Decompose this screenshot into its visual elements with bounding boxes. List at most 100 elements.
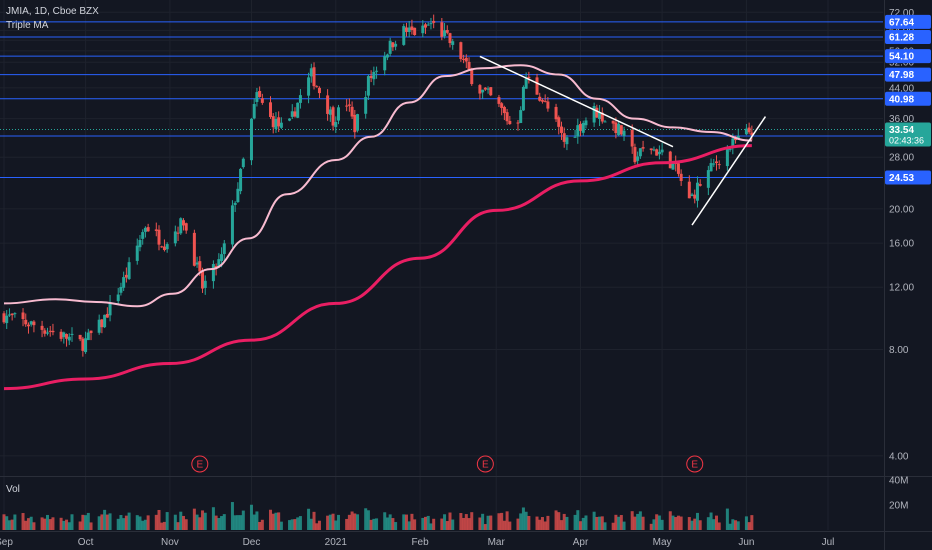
volume-bar bbox=[279, 521, 283, 530]
candle-body bbox=[652, 149, 656, 151]
candle-body bbox=[557, 117, 561, 127]
volume-bar bbox=[483, 524, 487, 530]
earnings-marker[interactable] bbox=[191, 455, 209, 473]
candle-body bbox=[617, 123, 621, 136]
volume-bar bbox=[747, 522, 751, 530]
candle-body bbox=[451, 41, 455, 45]
y-tick-label: 12.00 bbox=[889, 283, 914, 294]
volume-bar bbox=[271, 513, 275, 530]
candle-body bbox=[32, 321, 36, 326]
volume-bar bbox=[241, 510, 245, 530]
volume-bar bbox=[557, 512, 561, 530]
volume-bar bbox=[43, 518, 47, 530]
candle-body bbox=[43, 330, 47, 334]
candle-body bbox=[195, 262, 199, 265]
volume-bar bbox=[86, 512, 90, 530]
candle-body bbox=[277, 117, 281, 127]
earnings-marker-label: E bbox=[691, 460, 698, 471]
candle-body bbox=[459, 42, 463, 59]
x-tick-label: May bbox=[653, 537, 672, 548]
volume-bar bbox=[255, 511, 259, 530]
volume-bar bbox=[298, 516, 302, 530]
trendline[interactable] bbox=[691, 116, 767, 226]
candle-body bbox=[5, 315, 9, 324]
volume-bar bbox=[201, 510, 205, 530]
volume-bar bbox=[214, 515, 218, 530]
volume-bar bbox=[217, 517, 221, 530]
volume-bar bbox=[540, 517, 544, 530]
volume-bar bbox=[695, 512, 699, 530]
candle-body bbox=[715, 161, 719, 164]
volume-bar bbox=[426, 515, 430, 530]
x-tick-label: Apr bbox=[573, 537, 589, 548]
candle-body bbox=[100, 319, 104, 328]
candle-body bbox=[712, 163, 716, 165]
volume-bar bbox=[89, 522, 93, 530]
volume-bar bbox=[731, 519, 735, 530]
volume-bar bbox=[347, 514, 351, 530]
volume-bar bbox=[353, 513, 357, 530]
volume-bar bbox=[619, 515, 623, 530]
candle-body bbox=[709, 163, 713, 172]
earnings-marker[interactable] bbox=[686, 455, 704, 473]
y-tick-label: 8.00 bbox=[889, 345, 909, 356]
volume-bar bbox=[326, 515, 330, 530]
volume-bar bbox=[312, 511, 316, 530]
candle-body bbox=[538, 96, 542, 101]
volume-bar bbox=[407, 521, 411, 530]
candle-body bbox=[369, 75, 373, 79]
volume-bar bbox=[385, 517, 389, 530]
volume-bar bbox=[176, 522, 180, 530]
volume-bar bbox=[410, 513, 414, 530]
volume-bar bbox=[734, 520, 738, 530]
volume-bar bbox=[546, 515, 550, 530]
volume-bar bbox=[413, 519, 417, 530]
candle-body bbox=[462, 58, 466, 60]
candle-body bbox=[448, 33, 452, 44]
candle-body bbox=[649, 148, 653, 151]
volume-bar bbox=[277, 512, 281, 530]
candle-body bbox=[744, 128, 748, 135]
volume-bar bbox=[179, 511, 183, 530]
volume-bar bbox=[592, 511, 596, 530]
candle-body bbox=[592, 106, 596, 123]
candle-body bbox=[65, 334, 69, 339]
volume-bar bbox=[655, 514, 659, 530]
candle-body bbox=[638, 148, 642, 157]
trendline[interactable] bbox=[479, 55, 674, 148]
volume-bar bbox=[641, 516, 645, 530]
candle-body bbox=[535, 77, 539, 95]
candle-body bbox=[385, 54, 389, 58]
candle-body bbox=[135, 245, 139, 261]
candle-body bbox=[252, 104, 256, 119]
volume-bar bbox=[146, 515, 150, 530]
candle-body bbox=[521, 86, 525, 111]
candle-body bbox=[486, 88, 490, 90]
candle-body bbox=[693, 194, 697, 199]
candle-body bbox=[198, 261, 202, 272]
volume-bar bbox=[307, 508, 311, 530]
candle-body bbox=[336, 107, 340, 121]
candle-body bbox=[717, 164, 721, 166]
volume-bar bbox=[10, 519, 14, 530]
volume-bar bbox=[443, 514, 447, 530]
candle-body bbox=[269, 102, 273, 118]
candle-body bbox=[141, 232, 145, 239]
candle-body bbox=[203, 280, 207, 288]
candle-body bbox=[516, 122, 520, 124]
candle-body bbox=[464, 57, 468, 62]
candle-body bbox=[736, 135, 740, 140]
volume-bar bbox=[579, 521, 583, 530]
candle-body bbox=[307, 77, 311, 96]
earnings-marker[interactable] bbox=[476, 455, 494, 473]
candle-body bbox=[29, 321, 33, 325]
candle-body bbox=[489, 87, 493, 96]
candle-body bbox=[731, 138, 735, 148]
volume-bar bbox=[576, 510, 580, 530]
x-tick-label: Feb bbox=[411, 537, 429, 548]
volume-bar bbox=[698, 520, 702, 530]
candle-body bbox=[347, 104, 351, 106]
